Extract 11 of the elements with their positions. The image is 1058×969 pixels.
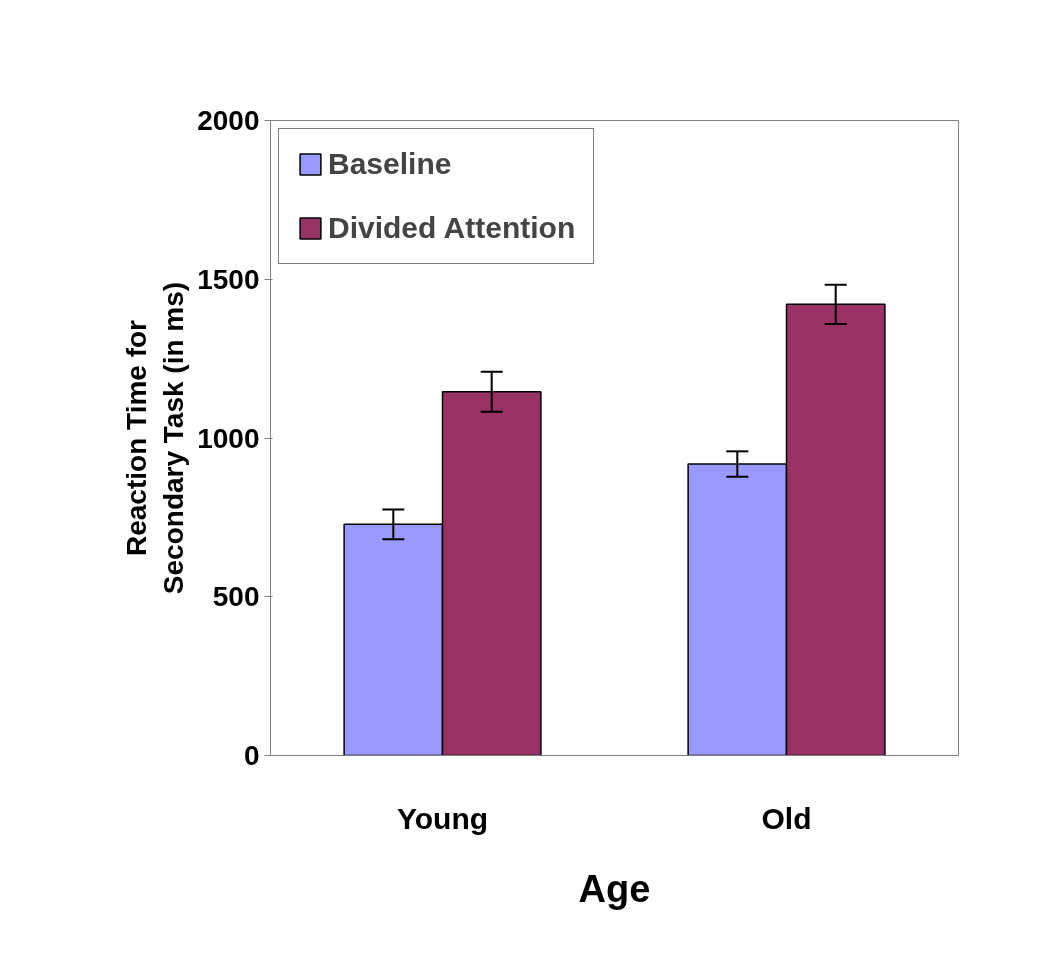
- x-tick-label: Old: [761, 801, 812, 835]
- y-tick-label: 0: [243, 740, 260, 771]
- y-tick-label: 2000: [197, 105, 260, 136]
- y-tick-label: 1500: [197, 263, 260, 295]
- legend-label: Divided Attention: [328, 211, 576, 245]
- y-axis-title: Reaction Time for Secondary Task (in ms): [121, 281, 190, 595]
- y-tick-label: 1000: [197, 422, 260, 454]
- legend-label: Baseline: [328, 147, 452, 181]
- x-axis-title: Age: [578, 867, 651, 910]
- x-tick-label: Young: [396, 801, 489, 835]
- y-tick-label: 500: [212, 581, 260, 613]
